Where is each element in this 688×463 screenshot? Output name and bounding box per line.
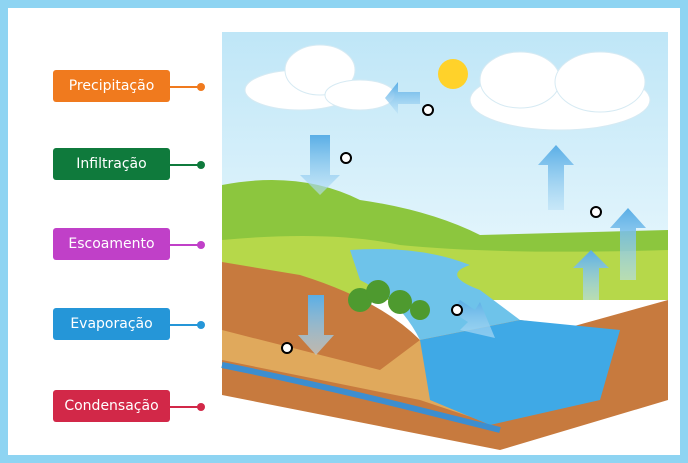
connector-dot — [197, 241, 205, 249]
connector-dot — [197, 161, 205, 169]
connector — [170, 406, 200, 408]
sun — [438, 59, 468, 89]
drop-target[interactable] — [341, 153, 351, 163]
page: {"labels": ["Precipitação", "Infiltração… — [0, 0, 688, 463]
drop-target[interactable] — [282, 343, 292, 353]
connector — [170, 324, 200, 326]
drop-target[interactable] — [452, 305, 462, 315]
connector-dot — [197, 83, 205, 91]
connector — [170, 244, 200, 246]
label-escoamento[interactable]: Escoamento — [53, 228, 170, 260]
drop-target[interactable] — [591, 207, 601, 217]
label-precipitacao[interactable]: Precipitação — [53, 70, 170, 102]
label-infiltracao[interactable]: Infiltração — [53, 148, 170, 180]
connector-dot — [197, 321, 205, 329]
drop-target[interactable] — [423, 105, 433, 115]
connector — [170, 86, 200, 88]
connector — [170, 164, 200, 166]
connector-dot — [197, 403, 205, 411]
label-evaporacao[interactable]: Evaporação — [53, 308, 170, 340]
label-condensacao[interactable]: Condensação — [53, 390, 170, 422]
